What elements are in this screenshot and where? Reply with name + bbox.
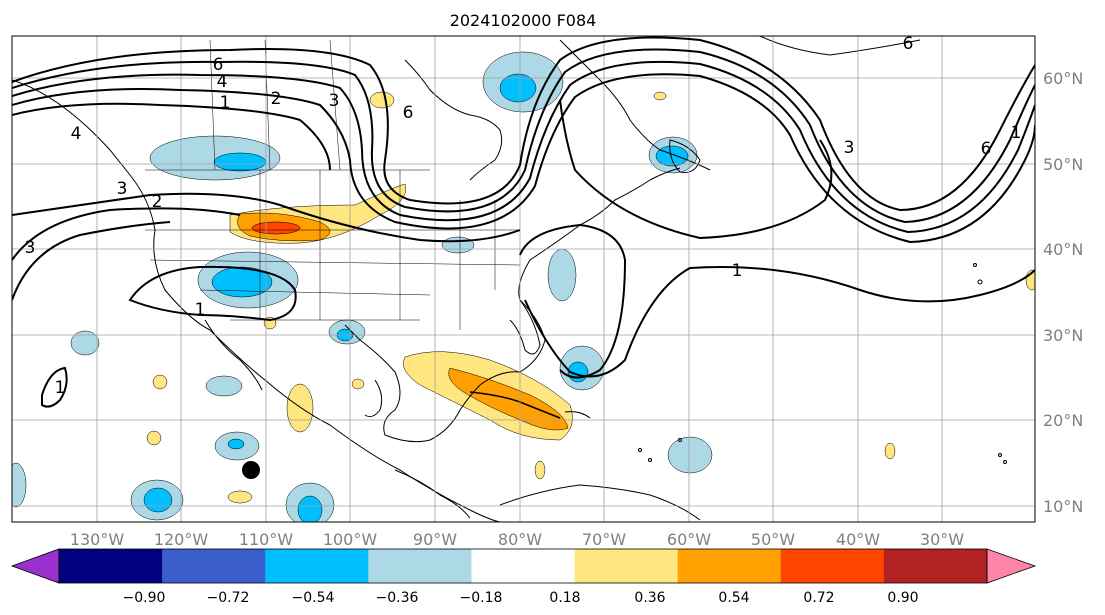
lon-tick-label: 90°W — [413, 530, 457, 549]
colorbar-label: −0.72 — [207, 590, 250, 606]
lat-tick-label: 50°N — [1043, 155, 1083, 174]
colorbar-swatch — [677, 549, 782, 583]
contour-label: 1 — [55, 378, 66, 398]
lon-tick-label: 40°W — [836, 530, 880, 549]
location-marker — [242, 461, 260, 479]
colorbar-extend-low — [12, 549, 59, 583]
lon-tick-label: 50°W — [751, 530, 795, 549]
colorbar-label: 0.54 — [718, 590, 749, 606]
lon-tick-label: 80°W — [498, 530, 542, 549]
colorbar-swatch — [574, 549, 679, 583]
contour-label: 1 — [195, 300, 206, 320]
colorbar-label: 0.18 — [549, 590, 580, 606]
contour-label: 1 — [732, 261, 743, 281]
lat-axis: 60°N 50°N 40°N 30°N 20°N 10°N — [1043, 69, 1083, 516]
contour-label: 3 — [844, 138, 855, 158]
contour-label: 2 — [271, 89, 282, 109]
contour-label: 6 — [403, 103, 414, 123]
map-panel: 6 4 2 1 1 3 2 3 4 6 6 6 3 3 1 1 1 130°W … — [11, 34, 1083, 549]
colorbar-label: 0.90 — [887, 590, 918, 606]
contour-label: 6 — [903, 34, 914, 54]
lon-tick-label: 100°W — [323, 530, 378, 549]
contours — [12, 36, 1035, 408]
colorbar-swatch — [368, 549, 472, 583]
lat-tick-label: 60°N — [1043, 69, 1083, 88]
colorbar-label: −0.18 — [460, 590, 503, 606]
contour-label: 1 — [220, 93, 231, 113]
contour-label: 6 — [213, 55, 224, 75]
colorbar-label: −0.90 — [123, 590, 166, 606]
contour-labels: 6 4 2 1 1 3 2 3 4 6 6 6 3 3 1 1 1 — [25, 34, 1022, 398]
colorbar-label: 0.72 — [803, 590, 834, 606]
colorbar-label: 0.36 — [634, 590, 665, 606]
lat-tick-label: 20°N — [1043, 411, 1083, 430]
contour-label: 4 — [71, 124, 82, 144]
contour-label: 4 — [217, 72, 228, 92]
contour-label: 3 — [117, 179, 128, 199]
colorbar-swatch — [59, 549, 163, 583]
colorbar-label: −0.36 — [376, 590, 419, 606]
colorbar-swatch — [265, 549, 369, 583]
lon-tick-label: 60°W — [667, 530, 711, 549]
lon-axis: 130°W 120°W 110°W 100°W 90°W 80°W 70°W 6… — [70, 530, 964, 549]
colorbar: −0.90 −0.72 −0.54 −0.36 −0.18 0.18 0.36 … — [10, 548, 1037, 606]
contour-label: 2 — [152, 192, 163, 212]
figure-title: 2024102000 F084 — [450, 11, 597, 30]
colorbar-label: −0.54 — [292, 590, 335, 606]
shaded-anomalies — [12, 51, 1035, 522]
contour-label: 6 — [981, 139, 992, 159]
lat-tick-label: 10°N — [1043, 497, 1083, 516]
lat-tick-label: 30°N — [1043, 326, 1083, 345]
colorbar-swatch — [471, 549, 576, 583]
contour-label: 1 — [1011, 123, 1022, 143]
graticule — [12, 36, 1035, 522]
lon-tick-label: 70°W — [582, 530, 626, 549]
colorbar-labels: −0.90 −0.72 −0.54 −0.36 −0.18 0.18 0.36 … — [123, 590, 919, 606]
lon-tick-label: 120°W — [154, 530, 209, 549]
lon-tick-label: 130°W — [70, 530, 125, 549]
colorbar-swatch — [162, 549, 266, 583]
lon-tick-label: 30°W — [920, 530, 964, 549]
lat-tick-label: 40°N — [1043, 240, 1083, 259]
contour-label: 3 — [25, 238, 36, 258]
colorbar-swatch — [883, 549, 988, 583]
contour-label: 3 — [329, 91, 340, 111]
colorbar-extend-high — [987, 549, 1035, 583]
colorbar-swatch — [780, 549, 885, 583]
lon-tick-label: 110°W — [239, 530, 294, 549]
